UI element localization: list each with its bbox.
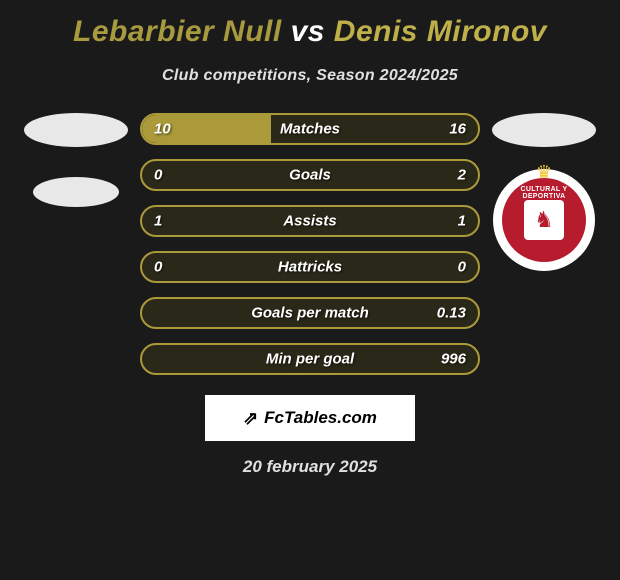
stat-row: 0 Hattricks 0 bbox=[140, 251, 480, 283]
crown-icon: ♛ bbox=[536, 162, 552, 183]
stat-value-right: 0 bbox=[458, 259, 466, 276]
stat-value-right: 996 bbox=[441, 351, 466, 368]
subtitle: Club competitions, Season 2024/2025 bbox=[0, 67, 620, 85]
logo-text: FcTables.com bbox=[264, 408, 377, 428]
right-column: ♛ CULTURAL Y DEPORTIVA ♞ bbox=[492, 113, 600, 271]
stat-label: Hattricks bbox=[278, 259, 342, 276]
stat-label: Min per goal bbox=[266, 351, 354, 368]
stat-value-left: 1 bbox=[154, 213, 162, 230]
club-badge-icon: ♛ CULTURAL Y DEPORTIVA ♞ bbox=[493, 169, 595, 271]
placeholder-ellipse-icon bbox=[24, 113, 128, 147]
stat-value-right: 16 bbox=[449, 121, 466, 138]
chart-icon: ⇗ bbox=[243, 408, 258, 429]
stat-value-right: 2 bbox=[458, 167, 466, 184]
stat-row: 0 Goals 2 bbox=[140, 159, 480, 191]
stat-row: Min per goal 996 bbox=[140, 343, 480, 375]
left-column bbox=[20, 113, 128, 207]
stat-value-right: 0.13 bbox=[437, 305, 466, 322]
lion-icon: ♞ bbox=[534, 207, 554, 233]
player1-name: Lebarbier Null bbox=[73, 15, 282, 48]
placeholder-ellipse-icon bbox=[33, 177, 119, 207]
badge-inner: ♛ CULTURAL Y DEPORTIVA ♞ bbox=[502, 178, 586, 262]
comparison-card: Lebarbier Null vs Denis Mironov Club com… bbox=[0, 0, 620, 580]
stat-value-left: 0 bbox=[154, 259, 162, 276]
stat-label: Matches bbox=[280, 121, 340, 138]
player2-name: Denis Mironov bbox=[334, 15, 547, 48]
stat-value-left: 10 bbox=[154, 121, 171, 138]
stat-row: Goals per match 0.13 bbox=[140, 297, 480, 329]
stat-label: Assists bbox=[283, 213, 336, 230]
stat-row: 10 Matches 16 bbox=[140, 113, 480, 145]
placeholder-ellipse-icon bbox=[492, 113, 596, 147]
stat-label: Goals per match bbox=[251, 305, 369, 322]
stat-value-right: 1 bbox=[458, 213, 466, 230]
main-row: 10Matches160Goals21Assists10Hattricks0Go… bbox=[0, 113, 620, 375]
title: Lebarbier Null vs Denis Mironov bbox=[0, 15, 620, 49]
date-label: 20 february 2025 bbox=[0, 457, 620, 477]
badge-ring-text: CULTURAL Y DEPORTIVA bbox=[502, 186, 586, 200]
stats-list: 10Matches160Goals21Assists10Hattricks0Go… bbox=[140, 113, 480, 375]
vs-label: vs bbox=[291, 15, 325, 48]
source-logo: ⇗ FcTables.com bbox=[205, 395, 415, 441]
stat-value-left: 0 bbox=[154, 167, 162, 184]
badge-center: ♞ bbox=[524, 200, 564, 240]
stat-row: 1 Assists 1 bbox=[140, 205, 480, 237]
stat-label: Goals bbox=[289, 167, 331, 184]
